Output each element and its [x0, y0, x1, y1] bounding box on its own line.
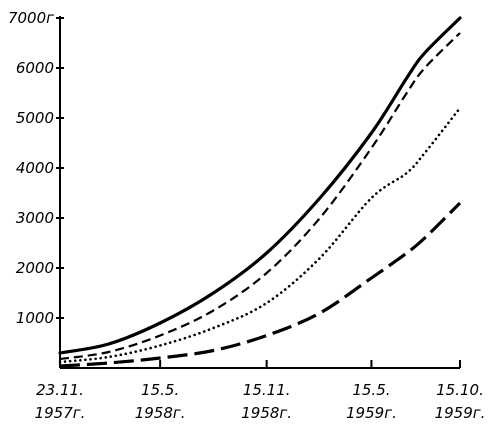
x-tick-label: 15.5. — [352, 381, 390, 399]
x-tick-label: 1957г. — [35, 404, 86, 422]
series-line-long-dash — [59, 201, 462, 368]
y-tick-label: 7000г — [8, 9, 54, 27]
series-line-solid — [58, 16, 462, 355]
y-tick-label: 1000 — [16, 309, 54, 327]
x-tick-label: 1958г. — [135, 404, 186, 422]
x-tick-label: 1959г. — [346, 404, 397, 422]
series-line-dotted — [58, 106, 462, 364]
x-ticks: 23.11. 1957г. 15.5. 1958г. 15.11. 1958г. 15.5.… — [35, 360, 486, 422]
series-lines — [58, 16, 462, 368]
series-line-dashed — [59, 32, 461, 361]
axes — [59, 16, 460, 369]
x-tick-label: 1958г. — [241, 404, 292, 422]
y-ticks: 7000г 6000 5000 4000 3000 2000 1000 — [8, 9, 64, 327]
y-tick-label: 5000 — [16, 109, 54, 127]
y-tick-label: 6000 — [16, 59, 54, 77]
y-tick-label: 2000 — [16, 259, 54, 277]
x-tick-label: 1959г. — [435, 404, 486, 422]
x-tick-label: 15.5. — [141, 381, 179, 399]
x-tick-label: 23.11. — [36, 381, 84, 399]
x-tick-label: 15.11. — [243, 381, 291, 399]
x-tick-label: 15.10. — [436, 381, 484, 399]
y-tick-label: 3000 — [16, 209, 54, 227]
y-tick-label: 4000 — [16, 159, 54, 177]
